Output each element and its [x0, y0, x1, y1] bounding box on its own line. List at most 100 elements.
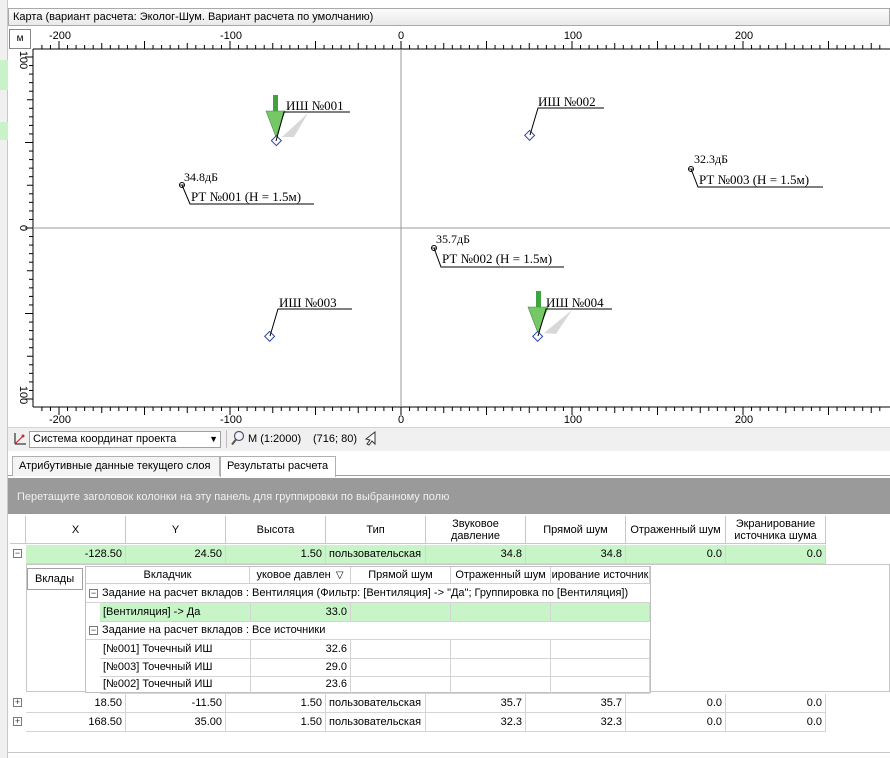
cell-empty[interactable]	[351, 675, 451, 694]
cell-sound-pressure[interactable]: 32.3	[426, 713, 526, 732]
left-ruler-label: 100	[17, 386, 29, 404]
cell-sound-pressure[interactable]: 35.7	[426, 694, 526, 713]
cell-direct-noise[interactable]: 32.3	[526, 713, 626, 732]
noise-source-002[interactable]: ИШ №002	[523, 94, 604, 142]
top-ruler-label: 200	[735, 30, 753, 42]
noise-source-004[interactable]: ИШ №004	[527, 291, 612, 343]
grid-header-indicator	[10, 516, 26, 544]
sort-indicator-icon: ▽	[335, 570, 344, 581]
cursor-pointer-icon	[364, 430, 376, 446]
cell-type[interactable]: пользовательская	[326, 694, 426, 713]
cell-contributor[interactable]: [№001] Точечный ИШ	[100, 640, 251, 659]
column-header-screening[interactable]: Экранирование источника шума	[726, 516, 826, 544]
cell-empty[interactable]	[551, 603, 650, 622]
cell-contributor[interactable]: [№003] Точечный ИШ	[100, 658, 251, 677]
column-header-reflected-noise[interactable]: Отраженный шум	[626, 516, 726, 544]
group-header[interactable]: Задание на расчет вкладов : Вентиляция (…	[86, 585, 650, 603]
contributions-grid	[85, 566, 651, 693]
cell-type[interactable]: пользовательская	[326, 545, 426, 564]
row-expander[interactable]: +	[13, 716, 22, 726]
coordinate-system-select[interactable]: Система координат проекта ▼	[29, 431, 221, 448]
tab-contributions[interactable]: Вклады	[27, 568, 83, 590]
group-expander[interactable]: −	[89, 625, 98, 635]
cell-contribution[interactable]: 29.0	[251, 658, 351, 677]
noise-source-003[interactable]: ИШ №003	[263, 295, 352, 343]
detail-header-reflected-noise[interactable]: Отраженный шум	[451, 567, 551, 584]
cell-empty[interactable]	[351, 640, 451, 659]
calc-point-001[interactable]: 34.8дБ РТ №001 (H = 1.5м)	[179, 170, 315, 205]
cell-empty[interactable]	[451, 658, 551, 677]
cell-empty[interactable]	[551, 658, 650, 677]
column-header-height[interactable]: Высота	[226, 516, 326, 544]
calc-point-level: 34.8дБ	[184, 170, 218, 184]
cell-empty[interactable]	[551, 640, 650, 659]
tab-calculation-results[interactable]: Результаты расчета	[220, 456, 336, 477]
map-canvas[interactable]: -200 -100 0 100 200 -200 -100 0 100 200 …	[8, 27, 890, 425]
detail-header-sound-pressure[interactable]: уковое давлен ▽	[250, 567, 351, 584]
map-svg[interactable]: -200 -100 0 100 200 -200 -100 0 100 200 …	[8, 27, 890, 425]
cell-contributor[interactable]: [№002] Точечный ИШ	[100, 675, 251, 694]
cell-empty[interactable]	[451, 640, 551, 659]
cell-reflected-noise[interactable]: 0.0	[626, 713, 726, 732]
cell-reflected-noise[interactable]: 0.0	[626, 694, 726, 713]
cell-screening[interactable]: 0.0	[726, 545, 826, 564]
calc-point-label: РТ №001 (H = 1.5м)	[191, 189, 301, 204]
group-header[interactable]: Задание на расчет вкладов : Все источник…	[86, 622, 650, 640]
cell-x[interactable]: 18.50	[26, 694, 126, 713]
column-header-type[interactable]: Тип	[326, 516, 426, 544]
calc-point-label: РТ №003 (H = 1.5м)	[699, 172, 809, 187]
detail-header-screening[interactable]: ирование источник	[551, 567, 650, 584]
cell-x[interactable]: -128.50	[26, 545, 126, 564]
noise-source-label: ИШ №001	[286, 98, 344, 113]
calc-point-level: 35.7дБ	[436, 232, 470, 246]
cell-x[interactable]: 168.50	[26, 713, 126, 732]
group-by-panel[interactable]: Перетащите заголовок колонки на эту пане…	[8, 478, 890, 514]
cell-empty[interactable]	[351, 603, 451, 622]
group-expander[interactable]: −	[89, 588, 98, 598]
cell-direct-noise[interactable]: 35.7	[526, 694, 626, 713]
bottom-ruler-label: 200	[735, 414, 753, 425]
cell-contribution[interactable]: 23.6	[251, 675, 351, 694]
cell-direct-noise[interactable]: 34.8	[526, 545, 626, 564]
cell-contribution[interactable]: 33.0	[251, 603, 351, 622]
chevron-down-icon[interactable]: ▼	[209, 434, 218, 444]
bottom-ruler-label: 100	[564, 414, 582, 425]
cell-height[interactable]: 1.50	[226, 694, 326, 713]
detail-header-contributor[interactable]: Вкладчик	[86, 567, 250, 584]
cell-contribution[interactable]: 32.6	[251, 640, 351, 659]
cell-contributor[interactable]: [Вентиляция] -> Да	[100, 603, 251, 622]
cell-y[interactable]: -11.50	[126, 694, 226, 713]
column-header-x[interactable]: X	[26, 516, 126, 544]
noise-source-label: ИШ №002	[538, 94, 596, 109]
cell-empty[interactable]	[451, 603, 551, 622]
left-ruler-label: 100	[17, 51, 29, 69]
left-ruler-label: 0	[17, 225, 29, 231]
column-header-y[interactable]: Y	[126, 516, 226, 544]
row-expander[interactable]: −	[13, 548, 22, 558]
coordinate-system-icon	[14, 433, 26, 445]
cell-reflected-noise[interactable]: 0.0	[626, 545, 726, 564]
cell-empty[interactable]	[351, 658, 451, 677]
cell-empty[interactable]	[451, 675, 551, 694]
bottom-ruler-label: 0	[398, 414, 404, 425]
cell-y[interactable]: 35.00	[126, 713, 226, 732]
row-expander[interactable]: +	[13, 697, 22, 707]
calc-point-003[interactable]: 32.3дБ РТ №003 (H = 1.5м)	[688, 152, 824, 188]
cell-screening[interactable]: 0.0	[726, 694, 826, 713]
cell-type[interactable]: пользовательская	[326, 713, 426, 732]
cell-empty[interactable]	[551, 675, 650, 694]
column-header-direct-noise[interactable]: Прямой шум	[526, 516, 626, 544]
zoom-icon[interactable]	[230, 430, 246, 447]
cell-y[interactable]: 24.50	[126, 545, 226, 564]
noise-source-001[interactable]: ИШ №001	[265, 95, 350, 147]
cell-screening[interactable]: 0.0	[726, 713, 826, 732]
tab-attribute-data[interactable]: Атрибутивные данные текущего слоя	[12, 456, 220, 476]
bottom-ruler: -200 -100 0 100 200	[33, 406, 890, 425]
cell-height[interactable]: 1.50	[226, 545, 326, 564]
cell-sound-pressure[interactable]: 34.8	[426, 545, 526, 564]
calc-point-002[interactable]: 35.7дБ РТ №002 (H = 1.5м)	[431, 232, 565, 268]
left-edge-strip	[0, 0, 8, 758]
detail-header-direct-noise[interactable]: Прямой шум	[351, 567, 451, 584]
cell-height[interactable]: 1.50	[226, 713, 326, 732]
column-header-sound-pressure[interactable]: Звуковое давление	[426, 516, 526, 544]
